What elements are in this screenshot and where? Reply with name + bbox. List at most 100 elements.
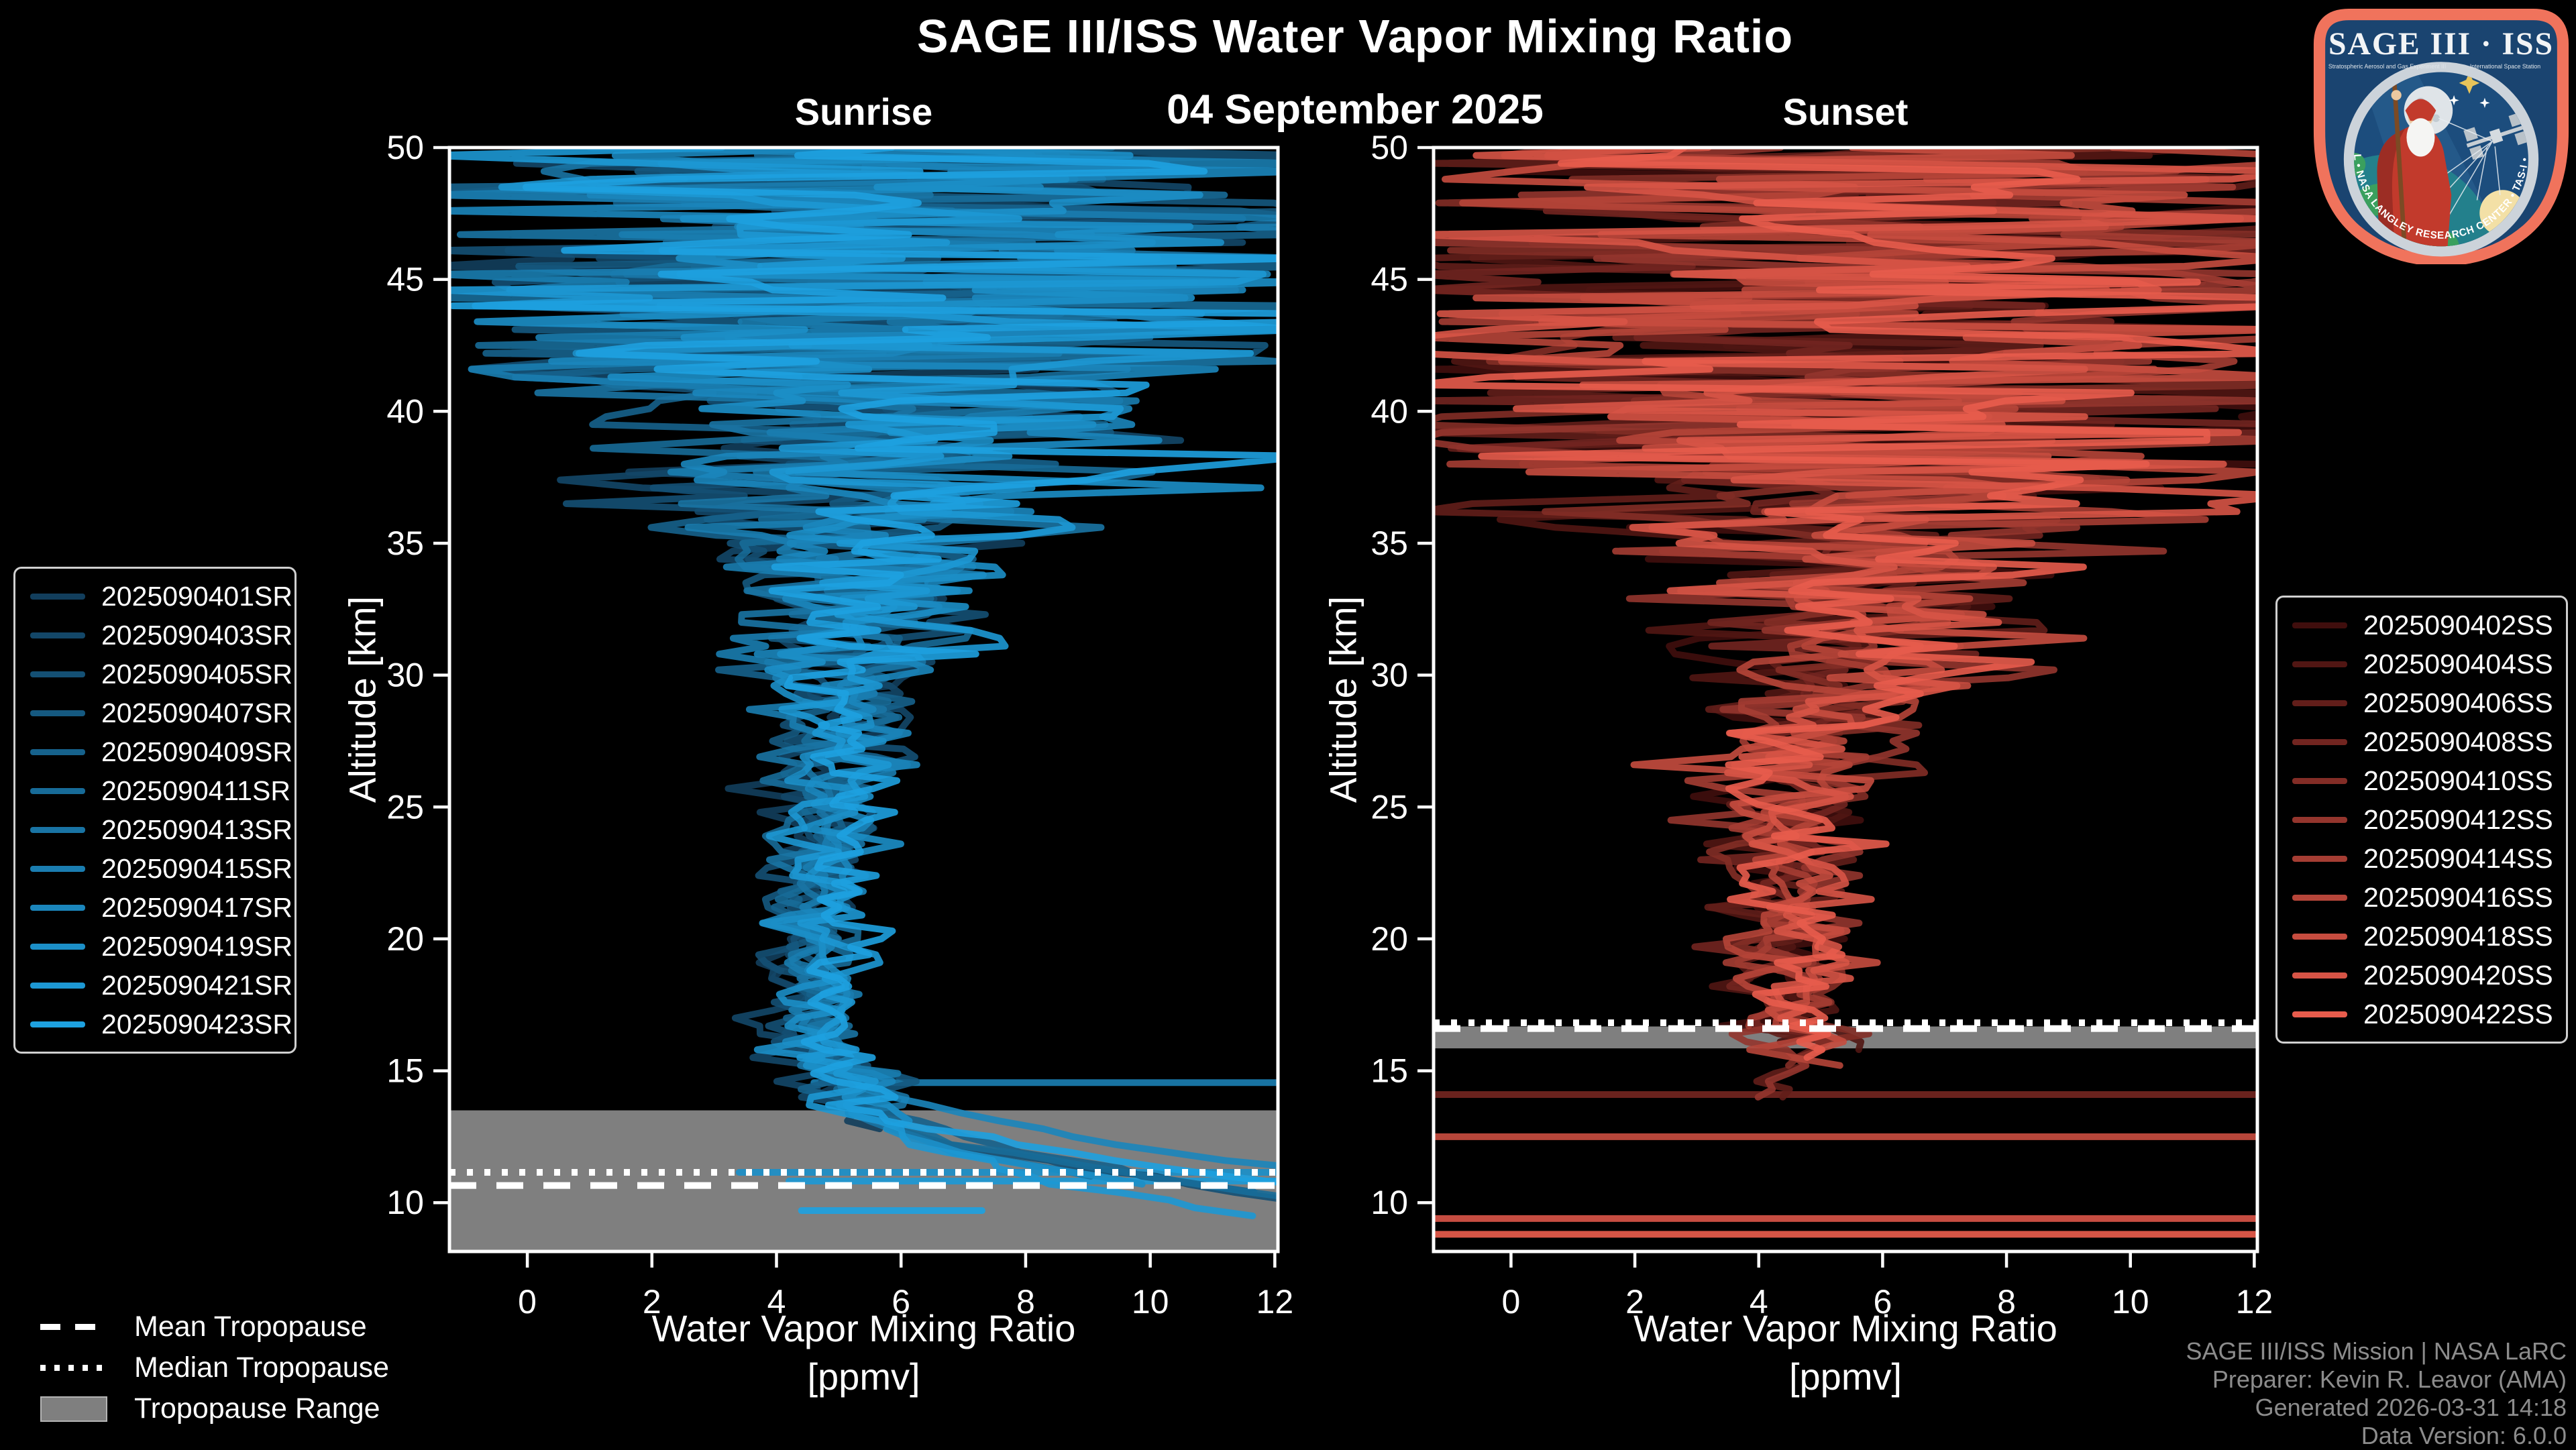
legend-item-label: 2025090416SS	[2363, 881, 2553, 913]
legend-line-swatch	[2292, 661, 2347, 667]
svg-text:40: 40	[386, 392, 424, 430]
svg-text:4: 4	[1750, 1283, 1768, 1321]
sunrise-x-axis-label: Water Vapor Mixing Ratio	[651, 1307, 1076, 1349]
svg-text:6: 6	[1873, 1283, 1892, 1321]
svg-text:45: 45	[386, 261, 424, 298]
svg-text:10: 10	[1371, 1184, 1408, 1221]
svg-text:2: 2	[1625, 1283, 1644, 1321]
legend-line-swatch	[30, 943, 85, 950]
tropopause-legend: Mean Tropopause Median Tropopause Tropop…	[40, 1306, 389, 1429]
sunset-x-axis-units: [ppmv]	[1788, 1355, 1902, 1398]
legend-item-label: 2025090420SS	[2363, 959, 2553, 991]
svg-text:20: 20	[386, 920, 424, 958]
legend-item: 2025090406SS	[2277, 683, 2566, 722]
legend-item: 2025090404SS	[2277, 645, 2566, 683]
legend-item-label: 2025090418SS	[2363, 920, 2553, 952]
attribution-block: SAGE III/ISS Mission | NASA LaRC Prepare…	[2186, 1337, 2567, 1450]
legend-line-swatch	[30, 710, 85, 716]
legend-item-label: 2025090406SS	[2363, 687, 2553, 718]
moon-crater	[2432, 114, 2440, 122]
legend-item-label: 2025090401SR	[101, 580, 292, 612]
svg-text:2: 2	[643, 1283, 661, 1321]
mission-patch-icon: SAGE III · ISS Stratospheric Aerosol and…	[2309, 0, 2569, 266]
legend-item: 2025090405SR	[15, 655, 294, 693]
attribution-generated: Generated 2026-03-31 14:18	[2255, 1394, 2567, 1421]
dashed-line-sample	[40, 1324, 107, 1330]
legend-item-label: 2025090413SR	[101, 814, 292, 845]
svg-text:4: 4	[767, 1283, 786, 1321]
legend-item-label: 2025090412SS	[2363, 803, 2553, 835]
legend-line-swatch	[30, 865, 85, 872]
legend-item: 2025090410SS	[2277, 761, 2566, 800]
svg-text:25: 25	[1371, 788, 1408, 826]
legend-item: 2025090422SS	[2277, 995, 2566, 1034]
legend-line-swatch	[2292, 622, 2347, 628]
legend-item-label: 2025090423SR	[101, 1008, 292, 1040]
legend-item-label: 2025090410SS	[2363, 765, 2553, 796]
svg-text:0: 0	[1502, 1283, 1521, 1321]
sunrise-y-axis-label: Altitude [km]	[341, 596, 384, 803]
legend-line-swatch	[30, 748, 85, 755]
legend-item-label: 2025090407SR	[101, 697, 292, 728]
svg-text:40: 40	[1371, 392, 1408, 430]
patch-subtitle-right: International Space Station	[2470, 63, 2540, 70]
svg-text:10: 10	[2112, 1283, 2149, 1321]
earth-land	[2354, 152, 2366, 176]
legend-line-swatch	[2292, 816, 2347, 823]
legend-item-label: 2025090415SR	[101, 852, 292, 884]
date-subtitle: 04 September 2025	[1167, 87, 1544, 133]
legend-item-label: 2025090404SS	[2363, 648, 2553, 679]
mean-tropopause-legend-row: Mean Tropopause	[40, 1306, 389, 1347]
legend-line-swatch	[30, 1021, 85, 1027]
legend-item: 2025090417SR	[15, 888, 294, 927]
legend-line-swatch	[2292, 738, 2347, 745]
dotted-line-sample	[40, 1365, 107, 1371]
legend-item: 2025090412SS	[2277, 800, 2566, 839]
legend-item: 2025090401SR	[15, 577, 294, 616]
svg-text:12: 12	[1256, 1283, 1294, 1321]
legend-item: 2025090419SR	[15, 927, 294, 966]
svg-text:6: 6	[892, 1283, 910, 1321]
legend-line-swatch	[2292, 777, 2347, 784]
tropopause-range-label: Tropopause Range	[134, 1392, 380, 1425]
svg-text:45: 45	[1371, 261, 1408, 298]
svg-text:35: 35	[1371, 524, 1408, 562]
legend-item-label: 2025090403SR	[101, 619, 292, 651]
svg-text:30: 30	[386, 657, 424, 694]
star-icon	[2459, 72, 2480, 94]
legend-line-swatch	[2292, 1011, 2347, 1017]
svg-text:10: 10	[1132, 1283, 1169, 1321]
legend-item-label: 2025090405SR	[101, 658, 292, 689]
legend-line-swatch	[30, 671, 85, 677]
sunset-y-axis-label: Altitude [km]	[1322, 596, 1364, 803]
profile-line	[1442, 148, 2257, 1054]
legend-item: 2025090411SR	[15, 771, 294, 810]
legend-line-swatch	[30, 826, 85, 833]
legend-item: 2025090423SR	[15, 1005, 294, 1044]
legend-line-swatch	[2292, 894, 2347, 901]
sunrise-x-axis-units: [ppmv]	[807, 1355, 920, 1398]
legend-item: 2025090415SR	[15, 849, 294, 888]
legend-item: 2025090408SS	[2277, 722, 2566, 761]
legend-line-swatch	[2292, 700, 2347, 706]
legend-item-label: 2025090422SS	[2363, 998, 2553, 1029]
legend-item: 2025090421SR	[15, 966, 294, 1005]
legend-line-swatch	[2292, 855, 2347, 862]
legend-line-swatch	[30, 593, 85, 600]
sunset-x-axis-label: Water Vapor Mixing Ratio	[1633, 1307, 2057, 1349]
svg-text:12: 12	[2236, 1283, 2273, 1321]
legend-item-label: 2025090414SS	[2363, 842, 2553, 874]
svg-text:30: 30	[1371, 657, 1408, 694]
legend-item-label: 2025090419SR	[101, 930, 292, 962]
legend-line-swatch	[30, 904, 85, 911]
svg-text:20: 20	[1371, 920, 1408, 958]
legend-item: 2025090407SR	[15, 693, 294, 732]
star-icon	[2479, 97, 2490, 108]
svg-text:35: 35	[386, 524, 424, 562]
legend-item-label: 2025090417SR	[101, 891, 292, 923]
profile-line	[1434, 148, 2257, 1061]
median-tropopause-label: Median Tropopause	[134, 1351, 390, 1384]
mission-patch-logo: SAGE III · ISS Stratospheric Aerosol and…	[2309, 0, 2569, 266]
legend-item: 2025090413SR	[15, 810, 294, 849]
legend-item-label: 2025090402SS	[2363, 609, 2553, 640]
